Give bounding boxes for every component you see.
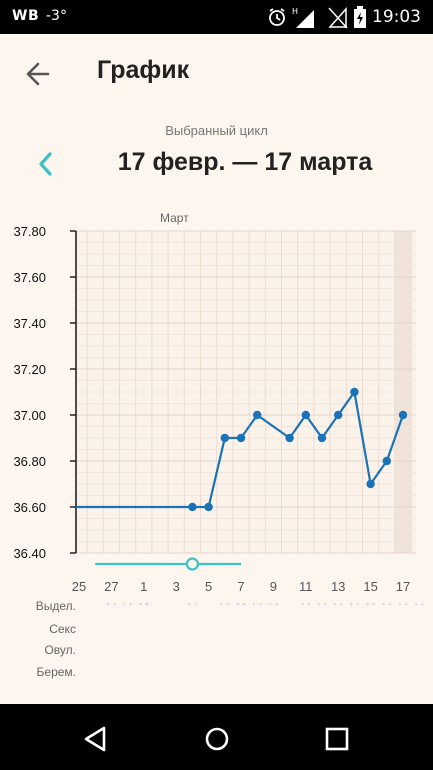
discharge-icon[interactable] bbox=[349, 602, 360, 605]
cycle-caption: Выбранный цикл bbox=[165, 123, 268, 138]
discharge-icon[interactable] bbox=[365, 602, 376, 605]
signal-icon: H bbox=[292, 7, 314, 28]
discharge-icon[interactable] bbox=[187, 602, 198, 605]
nav-recents-button[interactable] bbox=[320, 722, 354, 756]
x-tick-label: 11 bbox=[299, 579, 313, 594]
x-tick-label: 7 bbox=[237, 579, 244, 594]
discharge-icon[interactable] bbox=[300, 602, 311, 605]
back-button[interactable] bbox=[20, 56, 56, 92]
temperature-point[interactable] bbox=[317, 433, 327, 443]
cycle-range: 17 февр. — 17 марта bbox=[117, 148, 373, 176]
y-tick-label: 36.60 bbox=[13, 500, 46, 515]
discharge-icon[interactable] bbox=[236, 602, 246, 605]
x-tick-label: 15 bbox=[363, 579, 377, 594]
nav-home-button[interactable] bbox=[200, 722, 234, 756]
y-tick-label: 36.40 bbox=[13, 546, 46, 561]
row-label-sex: Секс bbox=[49, 622, 76, 636]
nav-back-button[interactable] bbox=[80, 722, 114, 756]
discharge-icon[interactable] bbox=[414, 602, 425, 605]
x-tick-label: 9 bbox=[270, 579, 277, 594]
x-tick-label: 27 bbox=[104, 579, 118, 594]
discharge-icon[interactable] bbox=[333, 602, 344, 605]
nav-recents-icon bbox=[325, 727, 349, 751]
svg-text:H: H bbox=[292, 7, 298, 16]
discharge-icon[interactable] bbox=[122, 602, 133, 605]
previous-cycle-button[interactable] bbox=[34, 150, 58, 178]
x-tick-label: 5 bbox=[205, 579, 212, 594]
weather-temperature: -3° bbox=[46, 8, 67, 24]
y-tick-label: 37.80 bbox=[13, 224, 46, 239]
battery-icon bbox=[354, 6, 366, 28]
x-tick-label: 25 bbox=[72, 579, 86, 594]
discharge-icon[interactable] bbox=[268, 602, 279, 605]
x-tick-label: 3 bbox=[173, 579, 180, 594]
temperature-point[interactable] bbox=[398, 410, 408, 420]
no-sim-icon bbox=[328, 7, 348, 29]
y-tick-label: 37.40 bbox=[13, 316, 46, 331]
discharge-icon[interactable] bbox=[398, 602, 408, 605]
nav-home-icon bbox=[205, 727, 229, 751]
y-tick-label: 37.00 bbox=[13, 408, 46, 423]
y-tick-label: 36.80 bbox=[13, 454, 46, 469]
carrier-label: WB bbox=[12, 8, 40, 24]
y-tick-label: 37.60 bbox=[13, 270, 46, 285]
temperature-point[interactable] bbox=[220, 433, 229, 443]
temperature-point[interactable] bbox=[366, 479, 375, 489]
status-clock: 19:03 bbox=[372, 7, 421, 27]
month-label: Март bbox=[160, 211, 189, 225]
temperature-point[interactable] bbox=[334, 410, 343, 420]
temperature-point[interactable] bbox=[188, 502, 197, 512]
navigation-bar bbox=[0, 704, 433, 770]
y-tick-label: 37.20 bbox=[13, 362, 46, 377]
status-bar: WB -3° H 19:03 bbox=[0, 0, 433, 34]
discharge-icon[interactable] bbox=[219, 602, 230, 605]
x-tick-label: 13 bbox=[331, 579, 345, 594]
temperature-point[interactable] bbox=[350, 387, 359, 397]
temperature-point[interactable] bbox=[236, 433, 246, 443]
nav-back-icon bbox=[84, 726, 106, 752]
discharge-icon[interactable] bbox=[138, 602, 149, 605]
row-label-discharge: Выдел. bbox=[35, 599, 76, 613]
arrow-left-icon bbox=[26, 62, 50, 86]
temperature-point[interactable] bbox=[253, 410, 262, 420]
row-label-pregnancy: Берем. bbox=[36, 665, 76, 679]
temperature-point[interactable] bbox=[301, 410, 310, 420]
alarm-icon bbox=[269, 8, 285, 26]
page-title: График bbox=[97, 56, 190, 84]
discharge-icon[interactable] bbox=[381, 602, 392, 605]
temperature-point[interactable] bbox=[382, 456, 391, 466]
temperature-chart[interactable]: 37.80 37.60 37.40 37.20 37.00 36.80 36.60 36.40… bbox=[0, 215, 433, 605]
discharge-icon[interactable] bbox=[252, 602, 263, 605]
discharge-icon[interactable] bbox=[106, 602, 117, 605]
x-tick-label: 17 bbox=[396, 579, 410, 594]
temperature-point[interactable] bbox=[204, 502, 213, 512]
discharge-icon[interactable] bbox=[317, 602, 327, 605]
period-current-day-marker[interactable] bbox=[185, 557, 199, 571]
row-label-ovulation: Овул. bbox=[44, 643, 76, 657]
temperature-point[interactable] bbox=[285, 433, 294, 443]
x-tick-label: 1 bbox=[140, 579, 147, 594]
app-bar: График bbox=[0, 34, 433, 112]
chevron-left-icon bbox=[39, 152, 52, 176]
